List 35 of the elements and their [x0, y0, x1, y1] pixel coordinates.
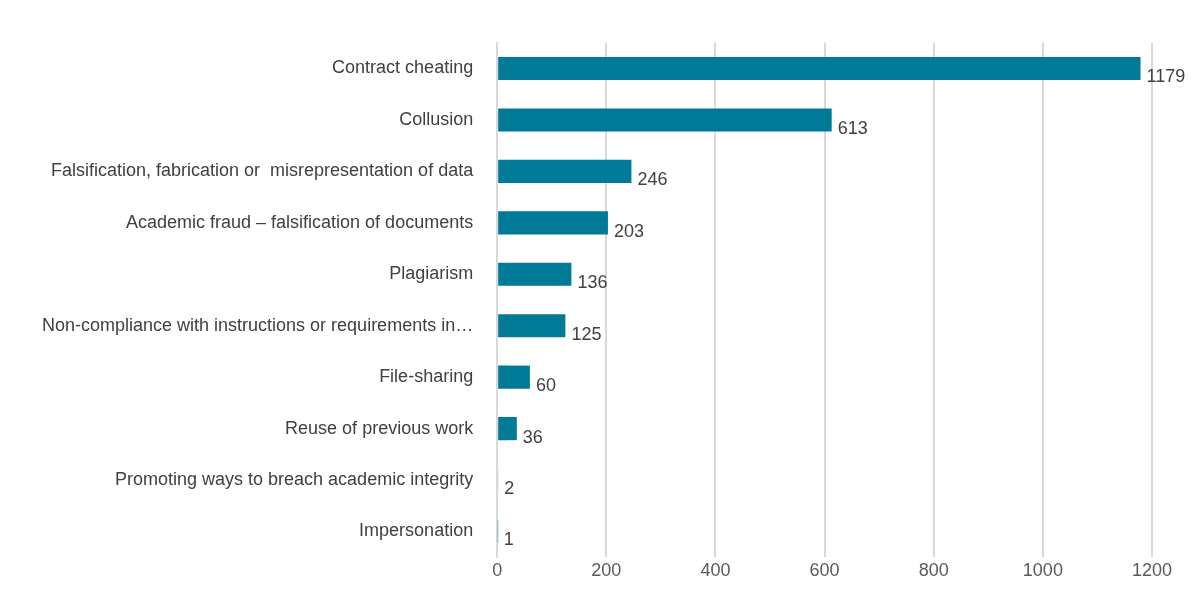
y-tick-label: Collusion: [399, 108, 474, 129]
y-tick-label: Plagiarism: [389, 263, 474, 284]
data-label: 2: [504, 478, 515, 499]
data-label: 136: [577, 272, 608, 293]
x-tick-label: 800: [918, 559, 949, 580]
data-label: 246: [637, 169, 668, 190]
bar: [498, 314, 566, 338]
x-tick-label: 400: [700, 559, 731, 580]
bar: [498, 56, 1141, 81]
bar: [498, 417, 517, 441]
data-label: 125: [571, 323, 602, 344]
bar: [498, 159, 632, 183]
y-tick-label: Contract cheating: [332, 57, 474, 78]
data-label: 1: [503, 529, 514, 550]
bar: [498, 262, 572, 286]
data-label: 1179: [1146, 66, 1186, 87]
x-tick-label: 600: [809, 559, 840, 580]
data-label: 60: [535, 375, 556, 396]
data-label: 36: [522, 426, 543, 447]
x-tick-label: 1200: [1131, 559, 1173, 580]
data-label: 203: [613, 220, 644, 241]
y-tick-label: File-sharing: [379, 366, 474, 387]
bar: [498, 108, 832, 132]
x-tick-label: 1000: [1022, 559, 1063, 580]
y-tick-label: Falsification, fabrication or misrepresentation of data: [50, 160, 475, 181]
y-tick-label: Promoting ways to breach academic integrity: [115, 469, 474, 490]
x-tick-label: 200: [591, 559, 622, 580]
y-tick-label: Non-compliance with instructions or requirements in…: [41, 314, 474, 335]
bar: [498, 365, 530, 389]
bar: [498, 211, 608, 235]
y-tick-label: Impersonation: [359, 520, 474, 541]
y-tick-label: Reuse of previous work: [285, 417, 475, 438]
y-tick-label: Academic fraud – falsification of documents: [125, 211, 474, 232]
x-tick-label: 0: [492, 559, 503, 580]
data-label: 613: [837, 117, 868, 138]
